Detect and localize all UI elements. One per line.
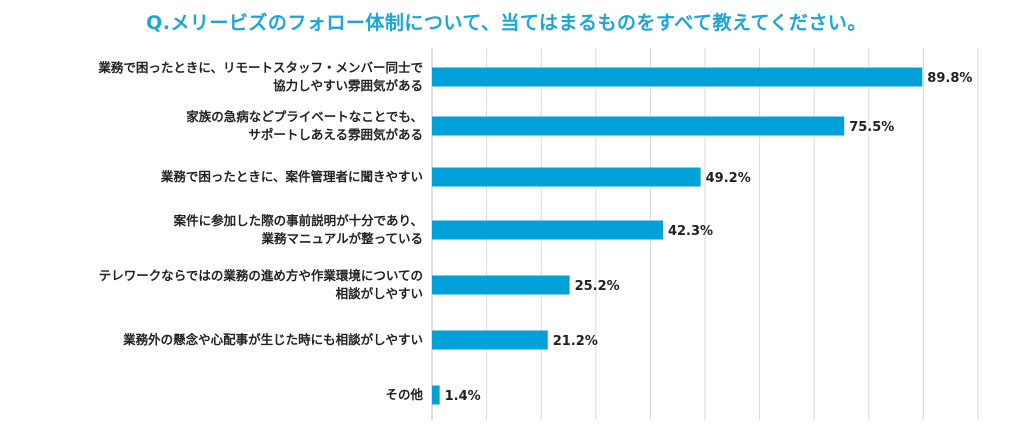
data-label: 49.2% — [706, 171, 751, 186]
bar — [432, 275, 570, 295]
category-label: 案件に参加した際の事前説明が十分であり、業務マニュアルが整っている — [3, 212, 423, 248]
chart-title: Q.メリービズのフォロー体制について、当てはまるものをすべて教えてください。 — [146, 12, 867, 34]
category-label-line: 業務マニュアルが整っている — [261, 231, 423, 246]
category-label-line: テレワークならではの業務の進め方や作業環境についての — [98, 268, 423, 283]
category-label: 家族の急病などプライベートなことでも、サポートしあえる雰囲気がある — [3, 108, 423, 144]
category-label-line: その他 — [385, 387, 423, 402]
category-label-line: サポートしあえる雰囲気がある — [248, 127, 423, 142]
bar — [432, 67, 923, 87]
category-label-line: 業務で困ったときに、案件管理者に聞きやすい — [160, 169, 423, 184]
category-label-line: 協力しやすい雰囲気がある — [273, 78, 423, 93]
bar — [432, 385, 440, 405]
bar — [432, 330, 548, 350]
category-label: 業務で困ったときに、案件管理者に聞きやすい — [3, 168, 423, 186]
data-label: 21.2% — [553, 334, 598, 349]
data-label: 89.8% — [927, 71, 972, 86]
category-label: 業務で困ったときに、リモートスタッフ・メンバー同士で協力しやすい雰囲気がある — [3, 59, 423, 95]
category-label-line: 業務で困ったときに、リモートスタッフ・メンバー同士で — [98, 60, 423, 75]
category-label-line: 相談がしやすい — [335, 286, 423, 301]
data-label: 1.4% — [445, 389, 481, 404]
data-label: 42.3% — [668, 224, 713, 239]
category-label: 業務外の懸念や心配事が生じた時にも相談がしやすい — [3, 331, 423, 349]
category-label-line: 業務外の懸念や心配事が生じた時にも相談がしやすい — [123, 332, 423, 347]
category-label-line: 案件に参加した際の事前説明が十分であり、 — [173, 213, 423, 228]
category-label: その他 — [3, 386, 423, 404]
bar — [432, 167, 701, 187]
data-label: 75.5% — [849, 120, 894, 135]
bar — [432, 220, 663, 240]
category-label-line: 家族の急病などプライベートなことでも、 — [186, 109, 423, 124]
data-label: 25.2% — [575, 279, 620, 294]
category-label: テレワークならではの業務の進め方や作業環境についての相談がしやすい — [3, 267, 423, 303]
bar — [432, 116, 845, 136]
